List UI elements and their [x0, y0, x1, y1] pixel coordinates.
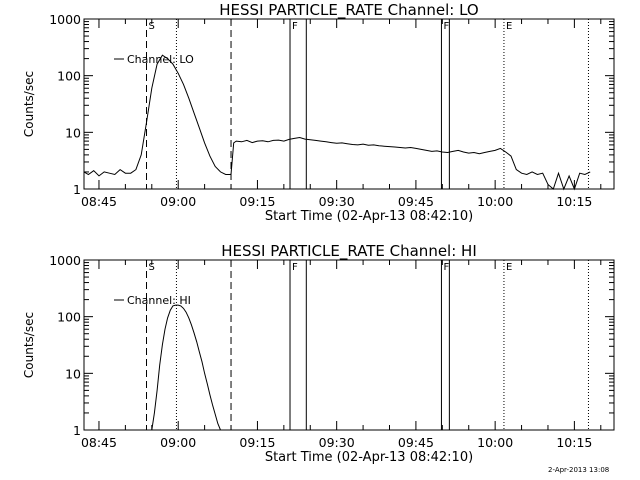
- x-axis-label: Start Time (02-Apr-13 08:42:10): [265, 209, 473, 224]
- x-tick-label: 09:30: [319, 194, 355, 209]
- x-tick-label: 10:00: [477, 435, 513, 450]
- chart-panel-lo: HESSI PARTICLE_RATE Channel: LO 08:45 09:0…: [22, 1, 615, 224]
- marker-label: F: [443, 21, 449, 32]
- marker-label: F: [292, 262, 298, 273]
- series-line: [151, 304, 221, 431]
- x-tick-label: 08:45: [81, 435, 117, 450]
- chart-panel-hi: HESSI PARTICLE_RATE Channel: HI 08:45 09:0…: [22, 242, 615, 465]
- x-tick-label: 10:15: [556, 435, 592, 450]
- y-tick-label: 1: [73, 423, 81, 438]
- plot-frame: [83, 18, 615, 190]
- chart-title: HESSI PARTICLE_RATE Channel: HI: [221, 242, 477, 261]
- marker-label: F: [292, 21, 298, 32]
- x-tick-label: 09:00: [160, 194, 196, 209]
- x-tick-label: 09:30: [319, 435, 355, 450]
- y-tick-label: 10: [65, 366, 81, 381]
- series-line: [83, 54, 591, 191]
- y-tick-label: 10: [65, 125, 81, 140]
- y-tick-label: 1000: [49, 12, 81, 27]
- x-tick-label: 08:45: [81, 194, 117, 209]
- plot-timestamp: 2-Apr-2013 13:08: [548, 466, 610, 474]
- legend-label: Channel: HI: [127, 294, 191, 307]
- chart-title: HESSI PARTICLE_RATE Channel: LO: [219, 1, 478, 20]
- marker-label: F: [443, 262, 449, 273]
- x-tick-label: 09:15: [239, 194, 275, 209]
- y-tick-label: 100: [57, 310, 81, 325]
- y-tick-label: 100: [57, 69, 81, 84]
- marker-label: S: [149, 262, 155, 273]
- marker-label: E: [506, 262, 512, 273]
- marker-label: S: [149, 21, 155, 32]
- x-tick-label: 09:00: [160, 435, 196, 450]
- x-tick-label: 09:15: [239, 435, 275, 450]
- x-tick-label: 09:45: [398, 435, 434, 450]
- x-tick-label: 09:45: [398, 194, 434, 209]
- x-tick-label: 10:15: [556, 194, 592, 209]
- x-tick-label: 10:00: [477, 194, 513, 209]
- x-axis-label: Start Time (02-Apr-13 08:42:10): [265, 450, 473, 465]
- plot-frame: [83, 259, 615, 431]
- legend-label: Channel: LO: [127, 53, 194, 66]
- y-axis-label: Counts/sec: [22, 312, 36, 378]
- y-tick-label: 1: [73, 182, 81, 197]
- marker-label: E: [506, 21, 512, 32]
- y-tick-label: 1000: [49, 253, 81, 268]
- y-axis-label: Counts/sec: [22, 71, 36, 137]
